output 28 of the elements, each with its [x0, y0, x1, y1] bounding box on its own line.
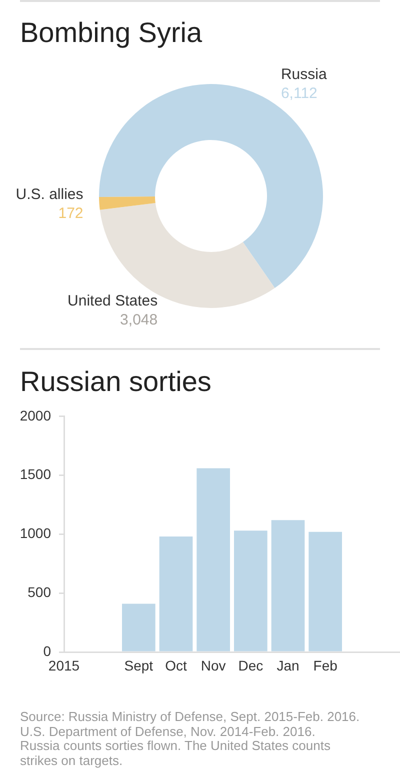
y-tick-label: 500 — [28, 584, 52, 600]
x-tick-label: Dec — [238, 657, 264, 674]
data-label: 6,112 — [280, 84, 318, 102]
x-tick-label: Nov — [200, 657, 226, 674]
text: Russia counts sorties flown. The United States counts strikes on targets. — [20, 738, 332, 768]
x-tick-label: Feb — [313, 657, 338, 674]
y-tick-label: 1000 — [20, 525, 52, 542]
slice-label: Russia — [280, 66, 328, 83]
x-tick-label: Jan — [276, 657, 300, 674]
y-tick-label: 2000 — [20, 407, 52, 424]
data-label: 3,048 — [120, 312, 158, 329]
text: 2015 — [48, 657, 80, 674]
x-tick-label: Sept — [124, 657, 154, 674]
slice-label: U.S. allies — [16, 186, 84, 204]
bar — [122, 604, 156, 652]
bar — [159, 536, 193, 652]
slice-label: United States — [68, 292, 158, 310]
bar — [234, 530, 268, 652]
bar — [308, 532, 342, 652]
y-tick-label: 1500 — [20, 466, 52, 482]
source-note: Source: Russia Ministry of Defense, Sept. 2015-Feb. 2016. U.S. Department of Defense, Nov. 2014-Feb. 2016. — [20, 709, 361, 739]
x-tick-label: Oct — [165, 657, 187, 674]
bar — [271, 520, 305, 652]
chart-title: Bombing Syria — [20, 17, 202, 48]
data-label: 172 — [58, 205, 84, 222]
chart-title: Russian sorties — [20, 366, 212, 397]
y-tick-label: 0 — [43, 642, 52, 659]
bar — [196, 468, 230, 652]
